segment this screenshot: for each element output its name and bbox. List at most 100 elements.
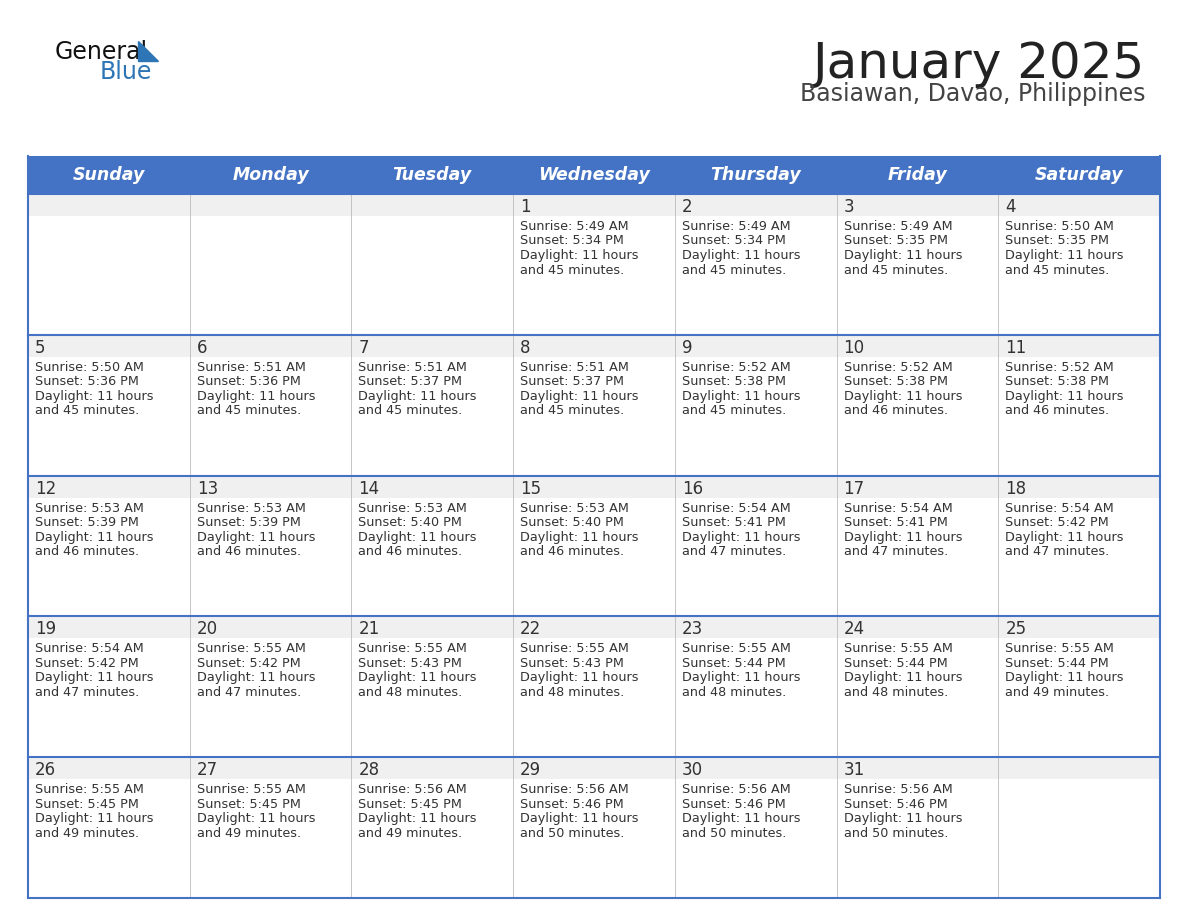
- Text: Sunrise: 5:55 AM: Sunrise: 5:55 AM: [359, 643, 467, 655]
- Bar: [29, 757, 1159, 779]
- Bar: [29, 757, 1159, 898]
- Text: Blue: Blue: [100, 60, 152, 84]
- Text: Sunrise: 5:54 AM: Sunrise: 5:54 AM: [34, 643, 144, 655]
- Text: 20: 20: [197, 621, 217, 638]
- Text: Sunset: 5:42 PM: Sunset: 5:42 PM: [1005, 516, 1110, 529]
- Text: Sunrise: 5:49 AM: Sunrise: 5:49 AM: [682, 220, 790, 233]
- Text: Daylight: 11 hours: Daylight: 11 hours: [197, 531, 315, 543]
- Text: 9: 9: [682, 339, 693, 357]
- Text: and 45 minutes.: and 45 minutes.: [359, 404, 462, 418]
- Text: Sunset: 5:36 PM: Sunset: 5:36 PM: [197, 375, 301, 388]
- Text: Daylight: 11 hours: Daylight: 11 hours: [843, 812, 962, 825]
- Text: Sunset: 5:44 PM: Sunset: 5:44 PM: [1005, 657, 1110, 670]
- Bar: [29, 616, 1159, 638]
- Text: 25: 25: [1005, 621, 1026, 638]
- Text: January 2025: January 2025: [813, 40, 1145, 88]
- Text: Wednesday: Wednesday: [538, 166, 650, 184]
- Text: Sunset: 5:43 PM: Sunset: 5:43 PM: [359, 657, 462, 670]
- Text: and 45 minutes.: and 45 minutes.: [34, 404, 139, 418]
- Polygon shape: [138, 41, 158, 61]
- Text: and 50 minutes.: and 50 minutes.: [843, 827, 948, 840]
- Text: Daylight: 11 hours: Daylight: 11 hours: [682, 671, 801, 685]
- Text: Sunrise: 5:55 AM: Sunrise: 5:55 AM: [843, 643, 953, 655]
- Text: Sunset: 5:35 PM: Sunset: 5:35 PM: [1005, 234, 1110, 248]
- Text: Sunrise: 5:51 AM: Sunrise: 5:51 AM: [197, 361, 305, 374]
- Text: Sunset: 5:41 PM: Sunset: 5:41 PM: [682, 516, 785, 529]
- Text: Sunset: 5:41 PM: Sunset: 5:41 PM: [843, 516, 948, 529]
- Text: 28: 28: [359, 761, 379, 779]
- Text: Sunrise: 5:55 AM: Sunrise: 5:55 AM: [197, 643, 305, 655]
- Text: Daylight: 11 hours: Daylight: 11 hours: [197, 671, 315, 685]
- Text: and 45 minutes.: and 45 minutes.: [1005, 263, 1110, 276]
- Text: 1: 1: [520, 198, 531, 216]
- Text: 10: 10: [843, 339, 865, 357]
- Text: Sunset: 5:37 PM: Sunset: 5:37 PM: [359, 375, 462, 388]
- Text: Sunset: 5:40 PM: Sunset: 5:40 PM: [359, 516, 462, 529]
- Text: Sunset: 5:39 PM: Sunset: 5:39 PM: [34, 516, 139, 529]
- Text: and 45 minutes.: and 45 minutes.: [197, 404, 301, 418]
- Text: and 46 minutes.: and 46 minutes.: [197, 545, 301, 558]
- Text: Daylight: 11 hours: Daylight: 11 hours: [34, 390, 153, 403]
- Text: Sunrise: 5:51 AM: Sunrise: 5:51 AM: [359, 361, 467, 374]
- Text: Daylight: 11 hours: Daylight: 11 hours: [843, 671, 962, 685]
- Text: and 48 minutes.: and 48 minutes.: [843, 686, 948, 699]
- Text: and 48 minutes.: and 48 minutes.: [520, 686, 625, 699]
- Text: and 45 minutes.: and 45 minutes.: [843, 263, 948, 276]
- Text: Friday: Friday: [887, 166, 947, 184]
- Text: and 47 minutes.: and 47 minutes.: [197, 686, 301, 699]
- Text: Daylight: 11 hours: Daylight: 11 hours: [843, 531, 962, 543]
- Text: 3: 3: [843, 198, 854, 216]
- Text: 29: 29: [520, 761, 542, 779]
- Text: and 48 minutes.: and 48 minutes.: [359, 686, 462, 699]
- Text: Sunset: 5:45 PM: Sunset: 5:45 PM: [197, 798, 301, 811]
- Text: and 46 minutes.: and 46 minutes.: [359, 545, 462, 558]
- Text: and 46 minutes.: and 46 minutes.: [1005, 404, 1110, 418]
- Text: Thursday: Thursday: [710, 166, 801, 184]
- Text: and 49 minutes.: and 49 minutes.: [34, 827, 139, 840]
- Text: Sunset: 5:46 PM: Sunset: 5:46 PM: [682, 798, 785, 811]
- Text: Sunrise: 5:49 AM: Sunrise: 5:49 AM: [843, 220, 953, 233]
- Text: 19: 19: [34, 621, 56, 638]
- Text: Sunset: 5:42 PM: Sunset: 5:42 PM: [197, 657, 301, 670]
- Text: Daylight: 11 hours: Daylight: 11 hours: [520, 671, 639, 685]
- Text: Sunrise: 5:49 AM: Sunrise: 5:49 AM: [520, 220, 628, 233]
- Text: 15: 15: [520, 479, 542, 498]
- Text: and 49 minutes.: and 49 minutes.: [197, 827, 301, 840]
- Text: 5: 5: [34, 339, 45, 357]
- Bar: [29, 335, 1159, 357]
- Bar: [29, 476, 1159, 498]
- Text: Sunset: 5:38 PM: Sunset: 5:38 PM: [682, 375, 785, 388]
- Text: Daylight: 11 hours: Daylight: 11 hours: [359, 812, 476, 825]
- Text: and 49 minutes.: and 49 minutes.: [1005, 686, 1110, 699]
- Text: 17: 17: [843, 479, 865, 498]
- Text: 2: 2: [682, 198, 693, 216]
- Text: Sunrise: 5:53 AM: Sunrise: 5:53 AM: [34, 501, 144, 515]
- Text: Daylight: 11 hours: Daylight: 11 hours: [520, 812, 639, 825]
- Text: and 47 minutes.: and 47 minutes.: [843, 545, 948, 558]
- Text: Sunrise: 5:56 AM: Sunrise: 5:56 AM: [359, 783, 467, 796]
- Text: Sunset: 5:42 PM: Sunset: 5:42 PM: [34, 657, 139, 670]
- Bar: [29, 335, 1159, 476]
- Text: 26: 26: [34, 761, 56, 779]
- Text: 6: 6: [197, 339, 207, 357]
- Text: Sunset: 5:46 PM: Sunset: 5:46 PM: [843, 798, 947, 811]
- Text: 27: 27: [197, 761, 217, 779]
- Text: Sunrise: 5:50 AM: Sunrise: 5:50 AM: [1005, 220, 1114, 233]
- Text: Daylight: 11 hours: Daylight: 11 hours: [1005, 249, 1124, 262]
- Text: Tuesday: Tuesday: [393, 166, 472, 184]
- Text: Sunrise: 5:51 AM: Sunrise: 5:51 AM: [520, 361, 628, 374]
- Text: and 46 minutes.: and 46 minutes.: [520, 545, 624, 558]
- Text: and 47 minutes.: and 47 minutes.: [682, 545, 786, 558]
- Text: 23: 23: [682, 621, 703, 638]
- Text: Sunrise: 5:54 AM: Sunrise: 5:54 AM: [843, 501, 953, 515]
- Text: Sunrise: 5:53 AM: Sunrise: 5:53 AM: [359, 501, 467, 515]
- Text: 4: 4: [1005, 198, 1016, 216]
- Text: 12: 12: [34, 479, 56, 498]
- Text: Daylight: 11 hours: Daylight: 11 hours: [359, 390, 476, 403]
- Text: General: General: [55, 40, 148, 64]
- Text: 18: 18: [1005, 479, 1026, 498]
- Text: Daylight: 11 hours: Daylight: 11 hours: [682, 249, 801, 262]
- Text: Sunrise: 5:52 AM: Sunrise: 5:52 AM: [843, 361, 953, 374]
- Text: Daylight: 11 hours: Daylight: 11 hours: [34, 812, 153, 825]
- Text: 16: 16: [682, 479, 703, 498]
